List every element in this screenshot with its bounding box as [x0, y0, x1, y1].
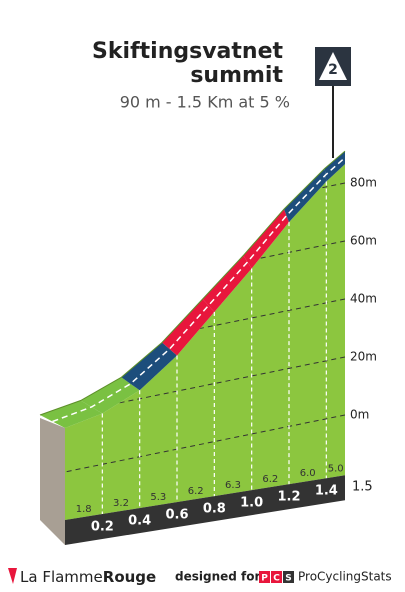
pcs-box: [271, 571, 282, 583]
brand: La FlammeRouge: [20, 568, 156, 586]
pcs-letter: C: [273, 574, 280, 584]
y-tick-label: 0m: [350, 408, 369, 422]
y-tick-label: 40m: [350, 292, 377, 306]
subtitle: 90 m - 1.5 Km at 5 %: [120, 93, 290, 112]
pcs-box: [283, 571, 294, 583]
gradient-segment: [162, 299, 215, 356]
gradient-label: 5.0: [328, 464, 344, 475]
brand-logo: [8, 568, 17, 584]
x-tick-label: 1.5: [352, 480, 373, 495]
ribbon-centerline: [52, 157, 346, 423]
elevation-line: [39, 150, 346, 416]
pcs-box: [259, 571, 270, 583]
x-tick-label: 0.4: [128, 514, 151, 529]
grid-line: [40, 356, 345, 420]
x-tick-label: 0.2: [91, 520, 114, 535]
title-line: summit: [190, 63, 283, 88]
badge-triangle: [319, 52, 347, 80]
x-tick-label: 1.4: [315, 484, 338, 499]
gradient-label: 5.3: [150, 492, 166, 503]
base-band: [65, 475, 345, 545]
y-tick-label: 20m: [350, 350, 377, 364]
gradient-label: 6.0: [300, 468, 316, 479]
gradient-label: 6.2: [262, 474, 278, 485]
profile-body: [40, 164, 345, 520]
site: ProCyclingStats: [298, 570, 392, 584]
plot: 0m 20m 40m 60m 80m 0.2 0.4 0.6 0.8 1.0 1.2 1.4 1.5 1.…: [39, 150, 377, 545]
gradient-label: 6.3: [225, 480, 241, 491]
pcs-letter: S: [285, 574, 291, 584]
x-tick-label: 0.8: [203, 502, 226, 517]
brand-part: Rouge: [103, 568, 156, 586]
title-line: Skiftingsvatnet: [92, 39, 283, 64]
gradient-label: 3.2: [113, 498, 129, 509]
y-tick-label: 60m: [350, 234, 377, 248]
x-tick-label: 1.2: [277, 490, 300, 505]
x-tick-label: 0.6: [165, 508, 188, 523]
side-face: [40, 418, 65, 545]
gradient-label: 6.2: [188, 486, 204, 497]
gradient-segment: [202, 255, 252, 312]
gradient-label: 1.8: [76, 504, 92, 515]
category: 2: [328, 62, 338, 78]
y-tick-label: 80m: [350, 176, 377, 190]
grid-line: [40, 414, 345, 478]
pcs-letter: P: [261, 574, 268, 584]
x-tick-label: 1.0: [240, 496, 263, 511]
brand-part: La Flamme: [20, 568, 103, 586]
designed-for: designed for: [175, 570, 260, 584]
